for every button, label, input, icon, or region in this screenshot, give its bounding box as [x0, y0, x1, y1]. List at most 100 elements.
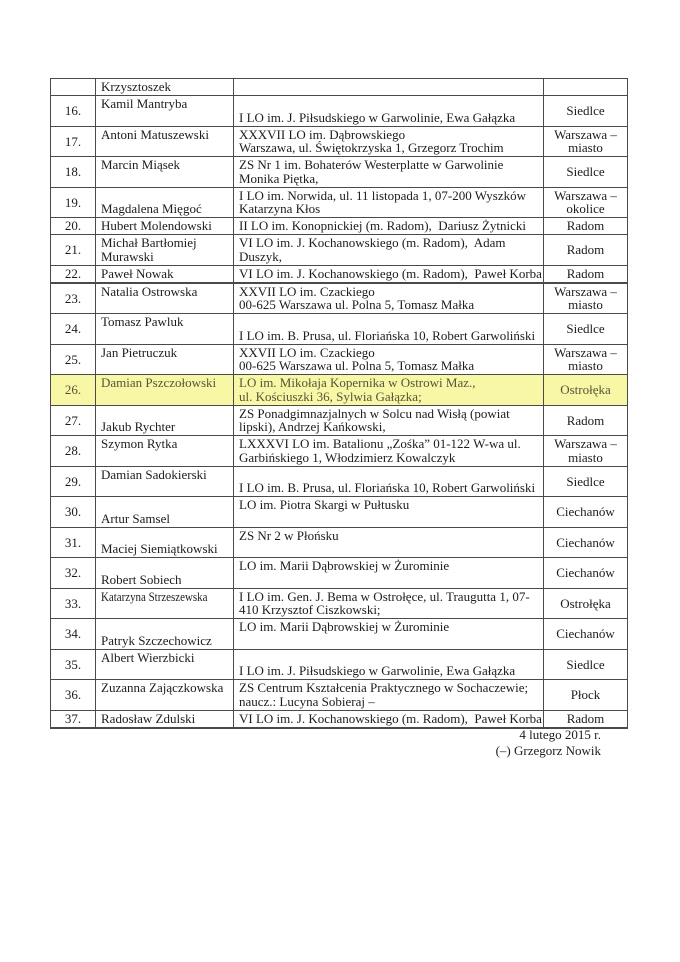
table-row: 25. Jan Pietruczuk XXVII LO im. Czackieg… [51, 344, 627, 375]
school-cell: LO im. Marii Dąbrowskiej w Żurominie [234, 619, 544, 649]
participant-name: Albert Wierzbicki [101, 649, 195, 665]
row-number: 23. [64, 290, 82, 306]
table-row: 18. Marcin Miąsek ZS Nr 1 im. Bohaterów … [51, 157, 627, 188]
city-cell: Radom [544, 711, 627, 727]
participant-name: Krzysztoszek [101, 79, 172, 94]
name-cell: Katarzyna Strzeszewska [96, 588, 234, 618]
region-name: Siedlce [566, 473, 605, 489]
participant-name: Radosław Zdulski [101, 710, 196, 726]
row-number-cell: 18. [51, 157, 96, 187]
city-cell: Ostrołęka [544, 589, 627, 619]
participant-name: Patryk Szczechowicz [101, 632, 212, 648]
row-number: 17. [64, 133, 82, 149]
city-cell: Siedlce [544, 650, 627, 680]
region-name: Warszawa – okolice [554, 187, 617, 217]
school-info: LO im. Marii Dąbrowskiej w Żurominie [239, 558, 450, 573]
region-name: Radom [566, 710, 605, 726]
city-cell: Ciechanów [544, 497, 627, 527]
row-number: 34. [64, 626, 82, 641]
table-row: 26. Damian Pszczołowski LO im. Mikołaja … [51, 375, 627, 406]
table-row: 37. Radosław Zdulski VI LO im. J. Kochan… [51, 710, 627, 728]
row-number-cell: 29. [51, 466, 96, 496]
table-row: 23. Natalia Ostrowska XXVII LO im. Czack… [51, 283, 627, 314]
name-cell: Szymon Rytka [96, 436, 234, 466]
row-number: 35. [64, 656, 82, 672]
school-cell: I LO im. J. Piłsudskiego w Garwolinie, E… [234, 649, 544, 679]
name-cell: Damian Pszczołowski [96, 375, 234, 405]
name-cell: Hubert Molendowski [96, 218, 234, 234]
name-cell: Natalia Ostrowska [96, 283, 234, 313]
region-name: Radom [566, 218, 605, 234]
table-row: 24. Tomasz Pawluk I LO im. B. Prusa, ul.… [51, 314, 627, 345]
school-info: LO im. Marii Dąbrowskiej w Żurominie [239, 619, 450, 634]
school-cell: VI LO im. J. Kochanowskiego (m. Radom), … [234, 235, 544, 265]
row-number: 16. [64, 103, 82, 118]
school-info: XXVII LO im. Czackiego 00-625 Warszawa u… [239, 344, 475, 373]
row-number-cell: 30. [51, 497, 96, 527]
row-number: 24. [64, 321, 82, 336]
name-cell: Robert Sobiech [96, 558, 234, 588]
table-row: 28. Szymon Rytka LXXXVI LO im. Batalionu… [51, 436, 627, 467]
row-number: 28. [64, 443, 82, 458]
city-cell: Ciechanów [544, 558, 627, 588]
participant-name: Hubert Molendowski [101, 218, 212, 233]
table-row: Krzysztoszek [51, 79, 627, 96]
name-cell: Michał Bartłomiej Murawski [96, 235, 234, 265]
school-info: LO im. Piotra Skargi w Pułtusku [239, 497, 410, 512]
results-table-body: Krzysztoszek 16. Kamil Mantryba I LO im.… [51, 79, 627, 728]
school-cell: ZS Nr 1 im. Bohaterów Westerplatte w Gar… [234, 157, 544, 187]
school-cell: VI LO im. J. Kochanowskiego (m. Radom), … [234, 265, 544, 282]
participant-name: Kamil Mantryba [101, 96, 188, 111]
row-number-cell [51, 79, 96, 95]
school-cell: LO im. Piotra Skargi w Pułtusku [234, 497, 544, 527]
row-number-cell: 19. [51, 187, 96, 217]
row-number-cell: 35. [51, 649, 96, 679]
school-cell: LXXXVI LO im. Batalionu „Zośka” 01-122 W… [234, 436, 544, 466]
name-cell: Jakub Rychter [96, 405, 234, 435]
school-info: LO im. Mikołaja Kopernika w Ostrowi Maz.… [239, 375, 476, 404]
name-cell: Radosław Zdulski [96, 710, 234, 727]
row-number-cell: 28. [51, 436, 96, 466]
city-cell: Warszawa – miasto [544, 436, 627, 466]
school-cell: LO im. Marii Dąbrowskiej w Żurominie [234, 558, 544, 588]
row-number: 22. [64, 265, 82, 281]
region-name: Ciechanów [556, 534, 615, 550]
name-cell: Paweł Nowak [96, 265, 234, 282]
region-name: Warszawa – miasto [554, 126, 617, 156]
school-cell: ZS Ponadgimnazjalnych w Solcu nad Wisłą … [234, 405, 544, 435]
school-info: I LO im. Gen. J. Bema w Ostrołęce, ul. T… [239, 588, 530, 617]
school-cell: XXVII LO im. Czackiego 00-625 Warszawa u… [234, 344, 544, 374]
school-cell: ZS Centrum Kształcenia Praktycznego w So… [234, 680, 544, 710]
city-cell: Warszawa – miasto [544, 345, 627, 375]
results-table: Krzysztoszek 16. Kamil Mantryba I LO im.… [50, 78, 628, 729]
participant-name: Maciej Siemiątkowski [101, 541, 218, 556]
row-number-cell: 27. [51, 405, 96, 435]
region-name: Radom [566, 242, 605, 257]
school-cell: I LO im. J. Piłsudskiego w Garwolinie, E… [234, 96, 544, 126]
school-info: ZS Centrum Kształcenia Praktycznego w So… [239, 680, 529, 709]
school-cell: II LO im. Konopnickiej (m. Radom), Dariu… [234, 218, 544, 234]
name-cell: Kamil Mantryba [96, 96, 234, 126]
school-info: XXVII LO im. Czackiego 00-625 Warszawa u… [239, 283, 475, 312]
region-name: Ciechanów [556, 504, 615, 519]
row-number: 31. [64, 534, 82, 550]
row-number-cell: 26. [51, 375, 96, 405]
city-cell: Ciechanów [544, 528, 627, 558]
participant-name: Artur Samsel [101, 510, 170, 526]
row-number-cell: 34. [51, 619, 96, 649]
participant-name: Tomasz Pawluk [101, 314, 184, 329]
region-name: Radom [566, 265, 605, 281]
school-info: I LO im. J. Piłsudskiego w Garwolinie, E… [239, 663, 516, 678]
participant-name: Zuzanna Zajączkowska [101, 680, 224, 695]
school-cell [234, 79, 544, 95]
school-cell: I LO im. B. Prusa, ul. Floriańska 10, Ro… [234, 314, 544, 344]
school-cell: I LO im. Norwida, ul. 11 listopada 1, 07… [234, 187, 544, 217]
region-name: Warszawa – miasto [554, 436, 617, 465]
city-cell: Radom [544, 266, 627, 282]
school-cell: VI LO im. J. Kochanowskiego (m. Radom), … [234, 710, 544, 727]
school-info: XXXVII LO im. Dąbrowskiego Warszawa, ul.… [239, 126, 504, 155]
participant-name: Antoni Matuszewski [101, 126, 209, 142]
row-number-cell: 36. [51, 680, 96, 710]
school-info: VI LO im. J. Kochanowskiego (m. Radom), … [239, 235, 506, 264]
school-info: VI LO im. J. Kochanowskiego (m. Radom), … [239, 265, 542, 281]
